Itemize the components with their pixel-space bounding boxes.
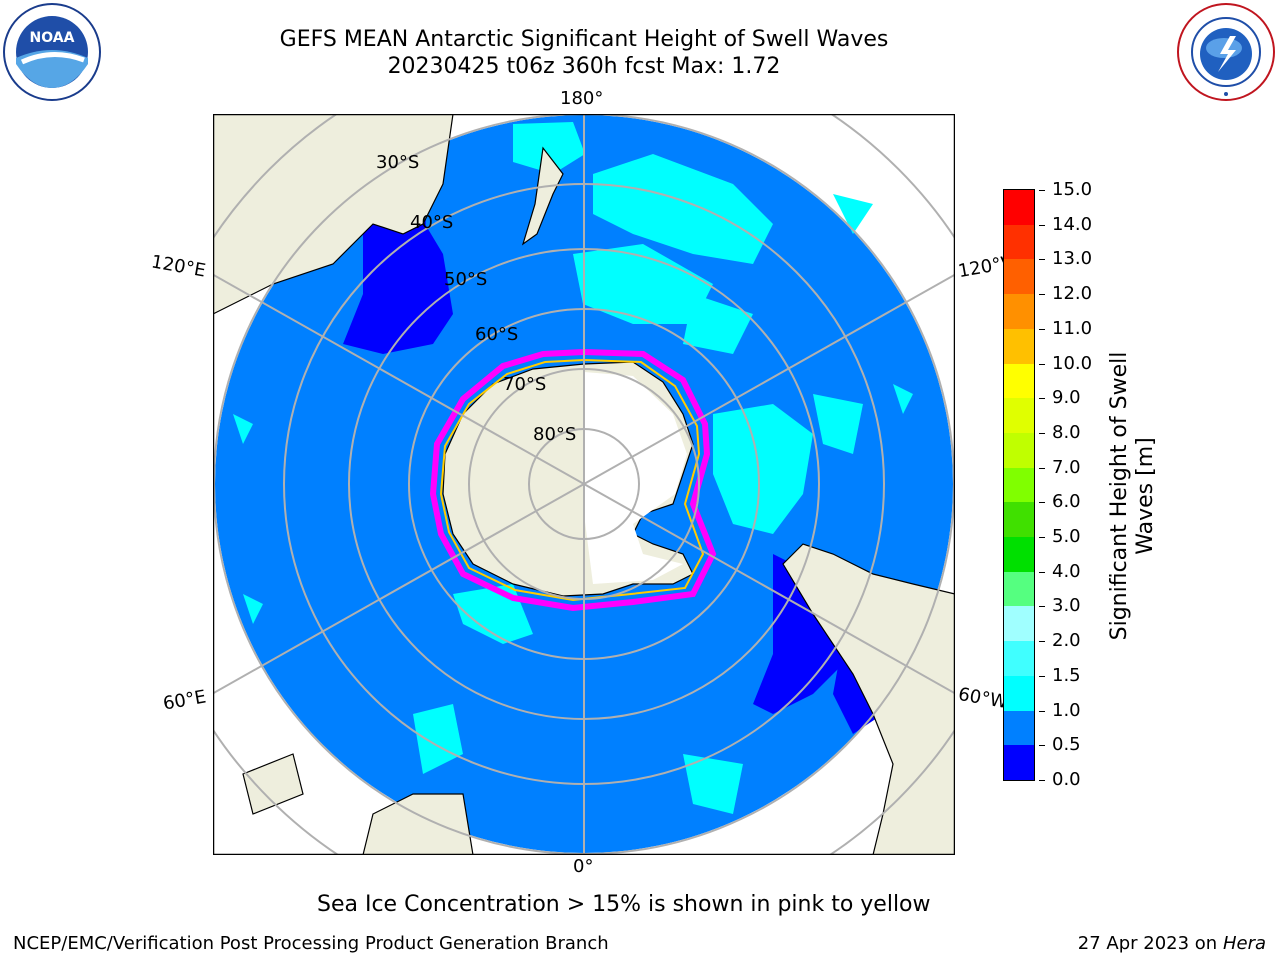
colorbar-segment (1004, 606, 1034, 642)
footer-credit: NCEP/EMC/Verification Post Processing Pr… (13, 933, 609, 954)
colorbar-tick-label: 4.0 (1052, 560, 1081, 582)
lon-label-60e: 60°E (161, 686, 208, 715)
lon-label-0: 0° (573, 856, 594, 877)
colorbar-tick-mark (1039, 571, 1045, 573)
longitude-lines (213, 114, 955, 855)
chart-title: GEFS MEAN Antarctic Significant Height o… (279, 27, 889, 52)
colorbar-segment (1004, 502, 1034, 538)
colorbar-tick-mark (1039, 537, 1045, 539)
colorbar-label-line2: Waves [m] (1133, 437, 1158, 555)
sea-ice-note: Sea Ice Concentration > 15% is shown in … (317, 892, 931, 917)
sea-ice-edge (429, 348, 717, 612)
colorbar-tick-mark (1039, 780, 1045, 781)
colorbar-tick-mark (1039, 432, 1045, 434)
madagascar-land (242, 753, 304, 815)
colorbar-tick-mark (1039, 710, 1045, 712)
lon-label-120e: 120°E (149, 251, 208, 282)
footer-host: Hera (1222, 933, 1266, 954)
colorbar (1003, 189, 1035, 781)
colorbar-segment (1004, 363, 1034, 399)
south-america-land (782, 543, 955, 855)
colorbar-segment (1004, 224, 1034, 260)
australia-land (213, 114, 454, 315)
colorbar-tick-label: 2.0 (1052, 630, 1081, 652)
colorbar-tick-label: 14.0 (1052, 213, 1093, 235)
colorbar-tick-label: 3.0 (1052, 595, 1081, 617)
colorbar-segment (1004, 675, 1034, 711)
colorbar-tick-mark (1039, 606, 1045, 608)
colorbar-tick-label: 7.0 (1052, 456, 1081, 478)
map-frame (213, 114, 955, 855)
colorbar-segment (1004, 294, 1034, 329)
colorbar-segment (1004, 398, 1034, 433)
colorbar-segment (1004, 467, 1034, 503)
colorbar-tick-mark (1039, 294, 1045, 296)
colorbar-tick-label: 12.0 (1052, 283, 1093, 305)
colorbar-tick-mark (1039, 328, 1045, 330)
lat-label-80s: 80°S (533, 424, 577, 445)
colorbar-tick-label: 1.0 (1052, 699, 1081, 721)
new-zealand-land (521, 146, 564, 246)
chart-subtitle: 20230425 t06z 360h fcst Max: 1.72 (387, 54, 781, 79)
colorbar-tick-label: 8.0 (1052, 421, 1081, 443)
lat-label-70s: 70°S (503, 374, 547, 395)
nws-logo (1176, 2, 1276, 102)
colorbar-tick-mark (1039, 675, 1045, 677)
colorbar-segment (1004, 641, 1034, 676)
colorbar-tick-label: 10.0 (1052, 352, 1093, 374)
colorbar-tick-mark (1039, 641, 1045, 643)
colorbar-label-line1: Significant Height of Swell (1107, 351, 1132, 641)
colorbar-tick-mark (1039, 190, 1045, 191)
colorbar-tick-label: 0.5 (1052, 734, 1081, 756)
colorbar-segment (1004, 537, 1034, 572)
lon-label-180: 180° (560, 88, 604, 109)
colorbar-tick-label: 0.0 (1052, 769, 1081, 790)
lat-label-60s: 60°S (475, 324, 519, 345)
noaa-logo: NOAA (2, 2, 102, 102)
colorbar-tick-label: 13.0 (1052, 248, 1093, 270)
footer-date-text: 27 Apr 2023 on (1077, 933, 1218, 954)
colorbar-tick-mark (1039, 467, 1045, 469)
colorbar-segment (1004, 745, 1034, 780)
colorbar-tick-label: 9.0 (1052, 387, 1081, 409)
colorbar-segment (1004, 190, 1034, 225)
colorbar-tick-mark (1039, 259, 1045, 261)
colorbar-tick-mark (1039, 502, 1045, 504)
colorbar-segment (1004, 432, 1034, 468)
colorbar-tick-mark (1039, 363, 1045, 365)
lat-label-30s: 30°S (376, 152, 420, 173)
lat-label-40s: 40°S (410, 212, 454, 233)
colorbar-tick-label: 6.0 (1052, 491, 1081, 513)
colorbar-segment (1004, 571, 1034, 607)
colorbar-tick-label: 1.5 (1052, 664, 1081, 686)
colorbar-tick-label: 11.0 (1052, 317, 1093, 339)
colorbar-label: Significant Height of Swell Waves [m] (1103, 185, 1163, 785)
polar-map (213, 114, 955, 855)
noaa-logo-text: NOAA (30, 30, 75, 46)
colorbar-segment (1004, 259, 1034, 295)
lat-label-50s: 50°S (444, 269, 488, 290)
colorbar-tick-mark (1039, 224, 1045, 226)
africa-land (362, 793, 474, 855)
colorbar-segment (1004, 328, 1034, 364)
colorbar-segment (1004, 710, 1034, 746)
colorbar-tick-label: 5.0 (1052, 526, 1081, 548)
colorbar-tick-mark (1039, 745, 1045, 747)
colorbar-tick-label: 15.0 (1052, 179, 1093, 200)
colorbar-tick-mark (1039, 398, 1045, 400)
lon-label-60w: 60°W (956, 683, 1010, 714)
footer-date: 27 Apr 2023 on Hera (1078, 933, 1266, 955)
